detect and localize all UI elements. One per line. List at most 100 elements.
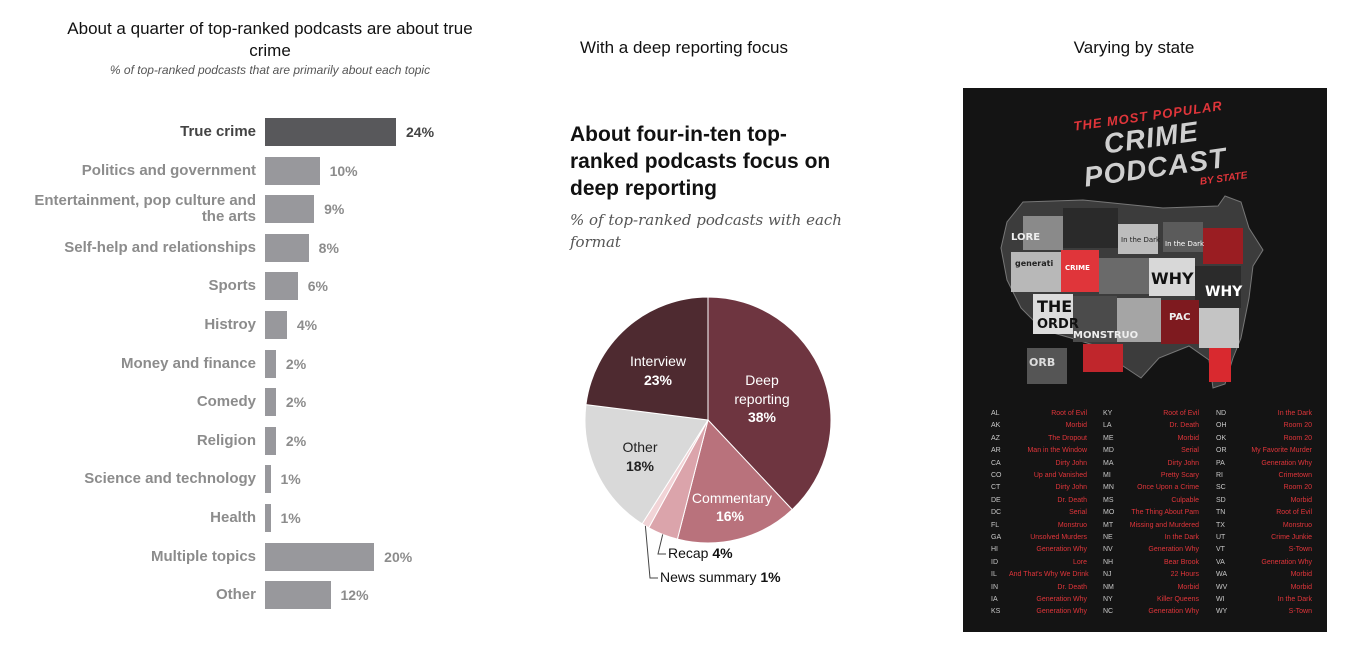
state-podcast: Generation Why [1261, 558, 1312, 566]
state-podcast: Man in the Window [1027, 447, 1087, 455]
map-fragment: In the Dark [1165, 240, 1205, 248]
state-abbr: MO [1103, 509, 1115, 517]
state-abbr: AL [991, 410, 1000, 417]
pie-leader-line [644, 525, 658, 579]
state-abbr: CO [991, 472, 1002, 479]
bar-value-label: 8% [318, 239, 339, 256]
state-podcast: Bear Brook [1163, 558, 1199, 566]
state-podcast: Missing and Murdered [1129, 521, 1199, 529]
bar [265, 233, 309, 262]
state-abbr: SD [1216, 496, 1226, 504]
state-podcast: Morbid [1177, 434, 1199, 442]
bar-value-label: 2% [285, 432, 307, 449]
state-abbr: NE [1103, 534, 1113, 541]
state-abbr: GA [991, 534, 1002, 541]
bar-category-label: Money and finance [120, 354, 256, 372]
state-podcast: Serial [1181, 447, 1199, 455]
bar-value-label: 24% [406, 124, 435, 140]
pie-chart-title: About four-in-ten top-ranked podcasts fo… [570, 123, 831, 200]
bar-category-label: Histroy [204, 316, 256, 333]
pie-slice-label: Deep [745, 372, 779, 388]
bar [265, 388, 276, 417]
bar-chart-subtitle: % of top-ranked podcasts that are primar… [109, 63, 431, 77]
state-abbr: VT [1216, 546, 1225, 554]
bar-value-label: 4% [296, 317, 318, 333]
bar-value-label: 2% [285, 355, 307, 372]
state-abbr: CT [991, 484, 1001, 492]
state-abbr: ND [1216, 410, 1227, 417]
bar-category-label: Entertainment, pop culture and the arts [34, 192, 256, 226]
state-podcast: Morbid [1290, 571, 1312, 579]
state-podcast: Monstruo [1282, 521, 1312, 529]
bar-value-label: 12% [340, 587, 369, 604]
state-abbr: WY [1216, 608, 1228, 616]
pie-slice [707, 296, 832, 511]
state-abbr: OR [1216, 447, 1227, 455]
state-abbr: TN [1216, 509, 1226, 517]
state-podcast: Dirty John [1055, 459, 1087, 467]
state-podcast: Generation Why [1036, 608, 1087, 616]
state-podcast: 22 Hours [1170, 571, 1199, 579]
map-fragment: PAC [1169, 312, 1191, 323]
state-podcast: Root of Evil [1163, 410, 1199, 417]
state-podcast: Generation Why [1036, 596, 1087, 603]
bar-value-label: 9% [324, 201, 345, 218]
right-heading: Varying by state [1073, 38, 1195, 57]
bar-value-label: 20% [384, 548, 413, 565]
state-abbr: PA [1216, 459, 1225, 467]
pie-value-label: 16% [716, 508, 745, 524]
state-podcast: The Dropout [1048, 434, 1087, 442]
state-abbr: MD [1103, 447, 1114, 455]
state-podcast: In the Dark [1164, 534, 1199, 541]
pie-slice-label: Other [622, 439, 657, 455]
state-podcast: Dr. Death [1057, 496, 1087, 504]
bar-category-label: Comedy [196, 393, 256, 411]
bar-value-label: 6% [307, 278, 328, 295]
bar-category-label: Politics and government [81, 161, 256, 179]
pie-slice [676, 418, 793, 544]
state-abbr: KS [991, 608, 1001, 616]
state-abbr: LA [1103, 422, 1112, 430]
bar [265, 118, 396, 146]
state-podcast: Generation Why [1148, 546, 1199, 554]
map-fragment: WHY [1151, 269, 1194, 288]
bar [265, 311, 287, 339]
state-podcast: Dr. Death [1169, 422, 1199, 430]
bar-category-label: Religion [196, 431, 256, 449]
bar [265, 504, 271, 532]
bar-value-label: 1% [280, 471, 301, 488]
bar-category-label: Health [210, 509, 256, 526]
state-podcast: Morbid [1177, 583, 1199, 591]
state-podcast: Morbid [1065, 422, 1087, 430]
map-fragment: CRIME [1065, 264, 1090, 272]
state-podcast: Serial [1069, 509, 1087, 517]
map-fragment: ORDR [1037, 317, 1079, 332]
pie-slice [584, 404, 709, 525]
state-abbr: WV [1216, 583, 1228, 591]
state-abbr: IA [991, 596, 998, 603]
pie-slice-label: reporting [734, 391, 789, 407]
state-podcast: Crimetown [1278, 472, 1312, 479]
bar [265, 272, 298, 301]
bar [265, 349, 276, 378]
state-abbr: IN [991, 583, 998, 591]
state-podcast: Room 20 [1283, 434, 1312, 442]
bar [265, 465, 271, 494]
state-podcast: In the Dark [1277, 410, 1312, 417]
state-podcast: Monstruo [1057, 521, 1087, 529]
state-abbr: MT [1103, 521, 1114, 529]
state-abbr: DE [991, 496, 1001, 504]
map-fragment: MONSTRUO [1073, 330, 1138, 341]
pie-slice-label: Interview [630, 353, 687, 369]
state-podcast: Morbid [1290, 583, 1312, 591]
pie-chart: Deep reporting 38% Commentary 16% Other 18% Int… [584, 296, 832, 585]
state-podcast: Dr. Death [1057, 583, 1087, 591]
state-abbr: NV [1103, 546, 1113, 554]
state-abbr: WA [1216, 571, 1228, 579]
state-podcast: In the Dark [1277, 596, 1312, 603]
state-podcast: Morbid [1290, 496, 1312, 504]
bar-category-label: Science and technology [84, 470, 256, 488]
state-podcast: My Favorite Murder [1251, 447, 1312, 455]
bar-category-label: Multiple topics [151, 547, 256, 565]
bar-value-label: 10% [329, 162, 358, 179]
